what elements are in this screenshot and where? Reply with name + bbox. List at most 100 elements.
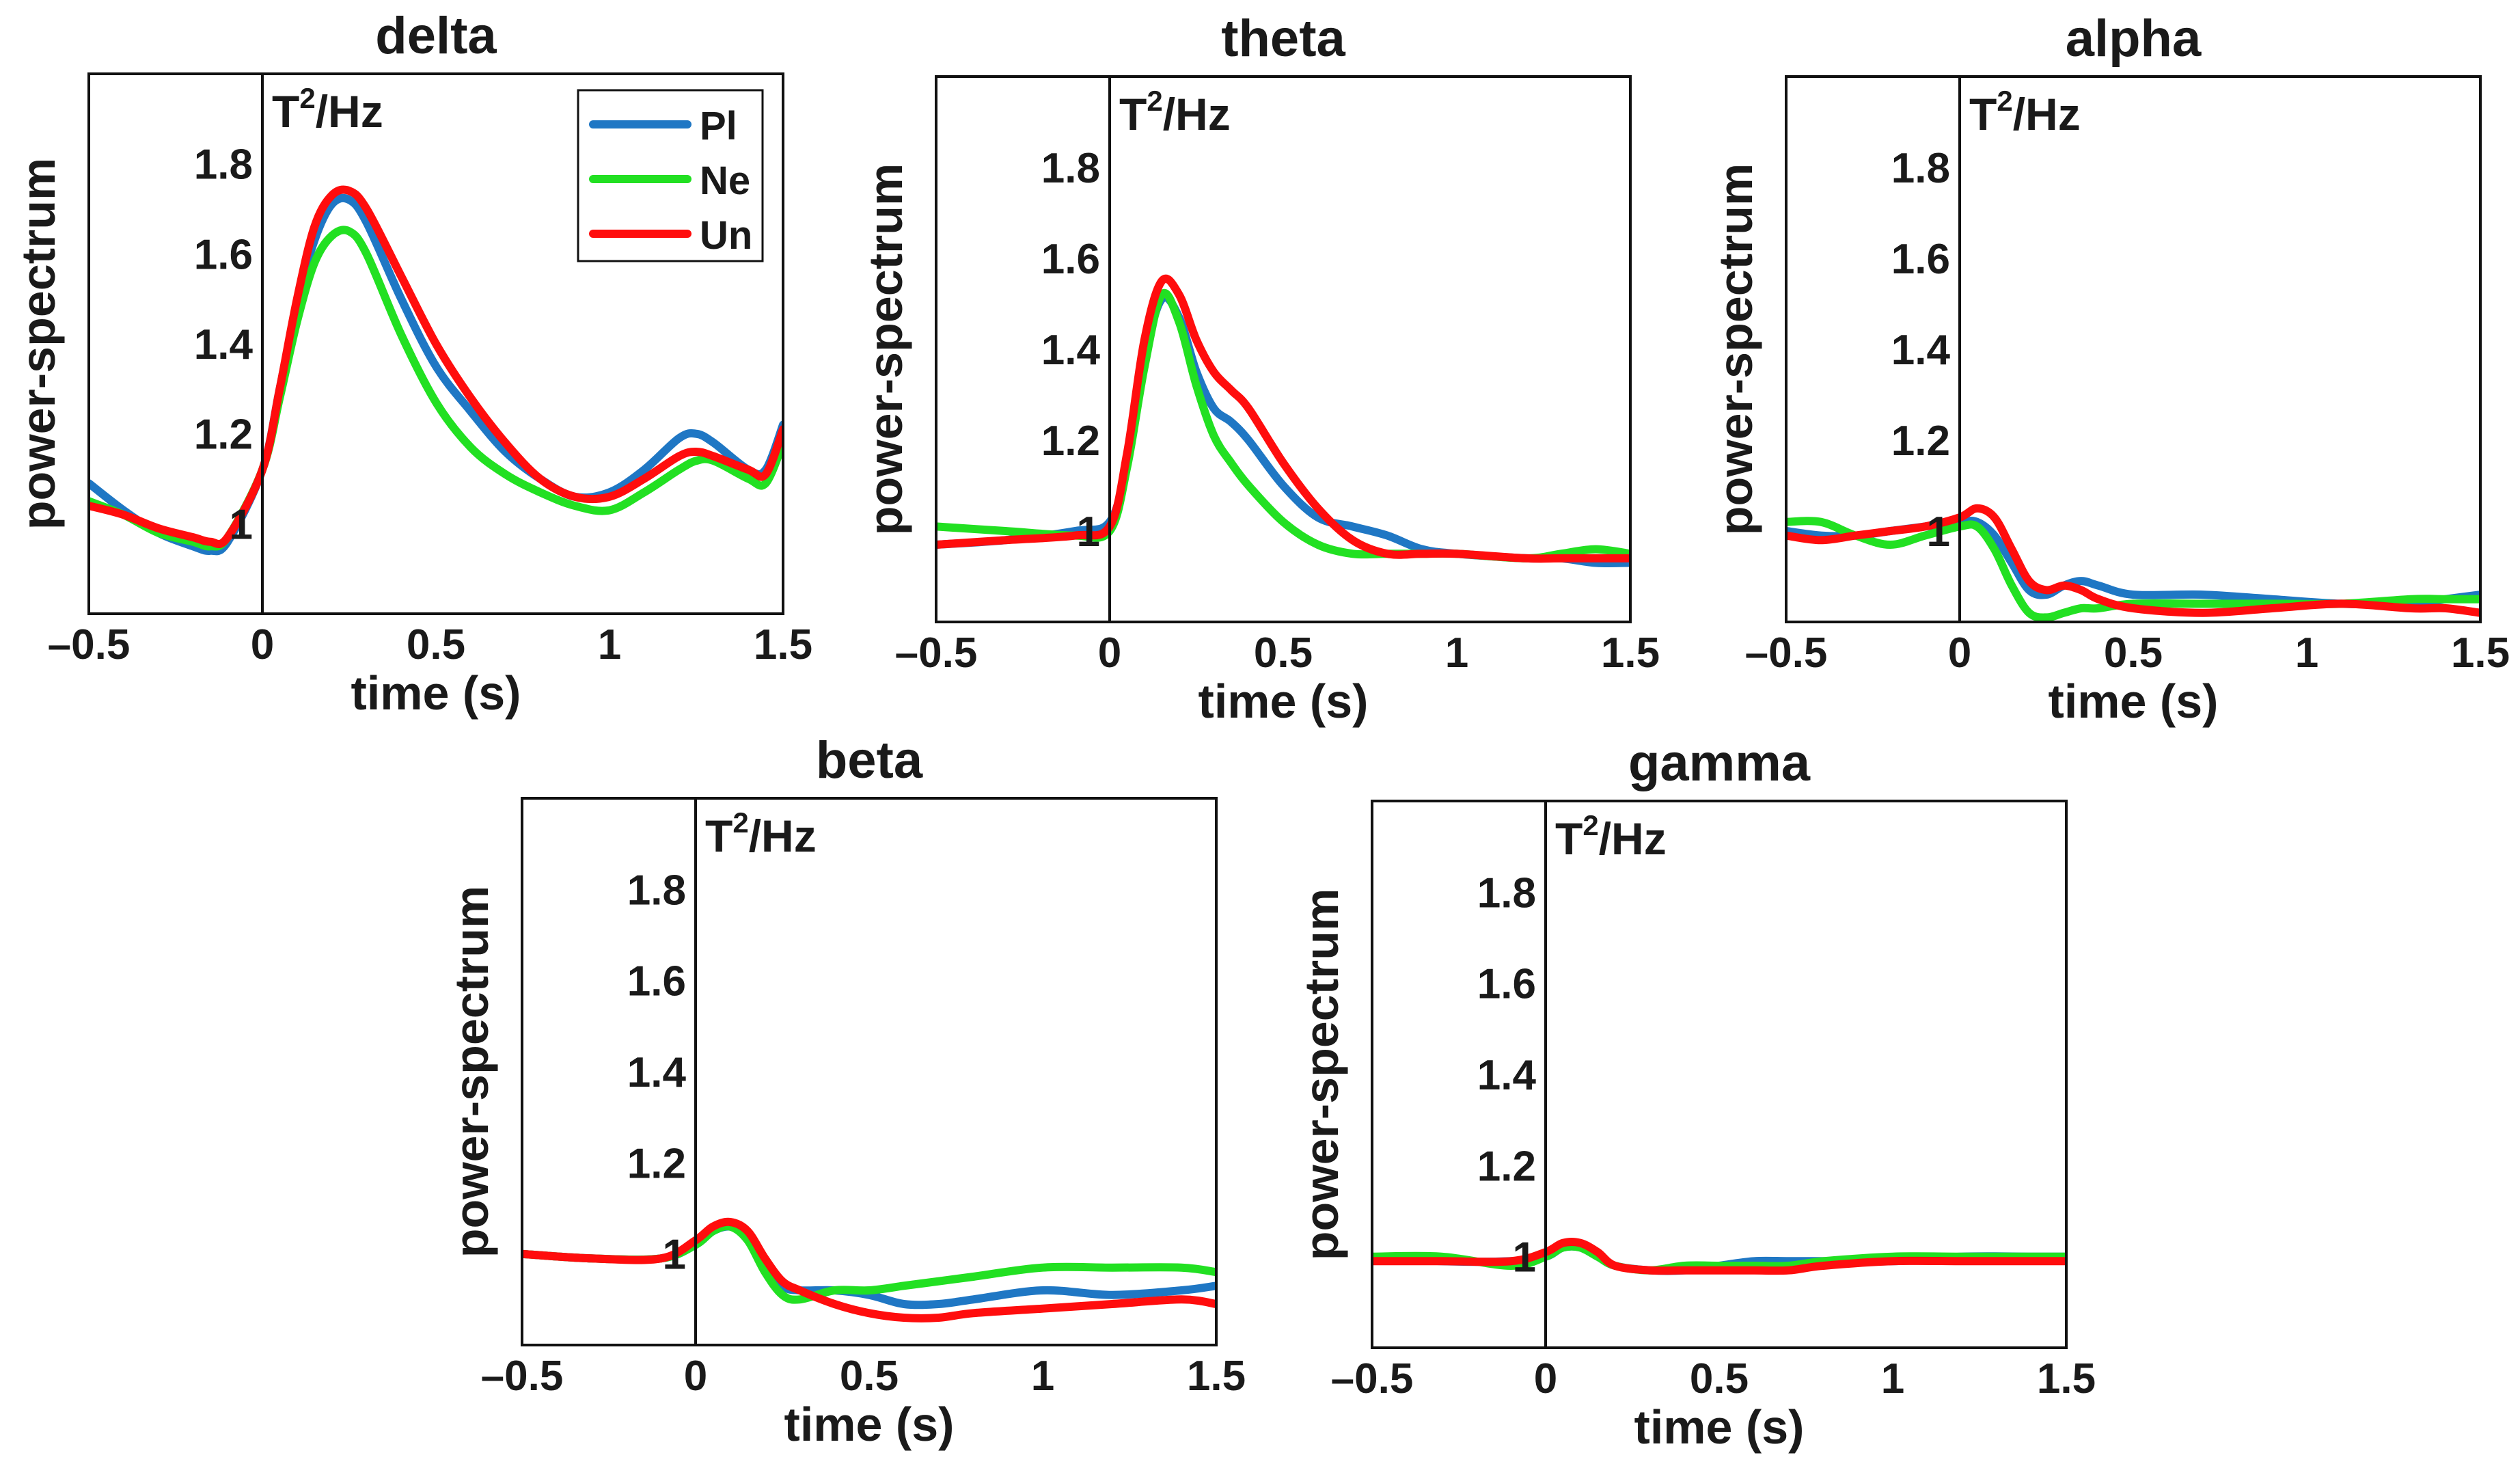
unit-base: T <box>1555 813 1583 864</box>
panel-title: beta <box>816 731 923 789</box>
y-tick-label: 1.4 <box>194 321 254 368</box>
y-axis-label: power-spectrum <box>445 886 498 1258</box>
y-axis-label: power-spectrum <box>1295 888 1348 1261</box>
x-tick-label: 0.5 <box>2104 629 2163 677</box>
plot-frame <box>1785 75 2482 623</box>
y-tick-label: 1.4 <box>627 1049 687 1096</box>
x-tick-label: 1.5 <box>1601 629 1660 677</box>
x-tick-label: 1 <box>598 621 621 668</box>
x-tick-label: –0.5 <box>895 629 978 677</box>
x-axis-label: time (s) <box>1634 1400 1805 1454</box>
series-line-Un <box>1786 504 2480 617</box>
x-tick-label: 0.5 <box>407 621 465 668</box>
series-line-Un <box>936 274 1630 563</box>
x-tick-label: –0.5 <box>1745 629 1828 677</box>
x-tick-label: 0 <box>1534 1355 1557 1402</box>
unit-sup: 2 <box>732 806 748 839</box>
y-tick-label: 1.2 <box>1477 1143 1536 1190</box>
legend: Pl Ne Un <box>577 89 764 262</box>
panel-theta: theta 1 1.2 1.4 1.6 1.8 –0.5 0 0.5 1 1.5 time (s) po… <box>859 10 1660 728</box>
unit-base: T <box>272 86 299 137</box>
unit-rest: /Hz <box>1163 89 1231 139</box>
unit-sup: 2 <box>1147 85 1162 117</box>
panel-title: alpha <box>2066 10 2202 68</box>
series-group <box>1372 1237 2066 1275</box>
y-tick-label: 1.6 <box>1477 961 1536 1008</box>
unit-sup: 2 <box>1583 809 1598 841</box>
series-line-Ne <box>89 226 783 551</box>
legend-label-Pl: Pl <box>700 104 737 148</box>
series-group <box>936 274 1630 568</box>
x-tick-label: 0 <box>1098 629 1121 677</box>
unit-base: T <box>705 811 732 861</box>
y-tick-label: 1 <box>1513 1234 1536 1281</box>
x-tick-label: 1.5 <box>1187 1353 1246 1400</box>
x-tick-label: 1 <box>1881 1355 1904 1402</box>
unit-rest: /Hz <box>316 86 383 137</box>
x-axis-label: time (s) <box>784 1398 955 1451</box>
series-line-Ne <box>936 288 1630 562</box>
y-axis-label: power-spectrum <box>1709 163 1762 536</box>
unit-sup: 2 <box>299 82 315 114</box>
y-tick-label: 1.2 <box>194 411 253 459</box>
series-group <box>89 185 783 556</box>
y-tick-label: 1.6 <box>194 231 253 278</box>
unit-label: T2/Hz <box>1969 85 2081 139</box>
unit-rest: /Hz <box>749 811 817 861</box>
y-tick-label: 1.2 <box>1891 418 1950 465</box>
x-tick-label: 1 <box>2295 629 2318 677</box>
series-group <box>1786 504 2480 622</box>
x-tick-label: 0 <box>1948 629 1971 677</box>
y-tick-label: 1 <box>230 501 253 548</box>
panel-alpha: alpha 1 1.2 1.4 1.6 1.8 –0.5 0 0.5 1 1.5 time (s) po… <box>1709 10 2510 728</box>
y-tick-label: 1.4 <box>1477 1052 1537 1099</box>
x-tick-label: 0 <box>684 1353 707 1400</box>
x-tick-label: 1 <box>1031 1353 1054 1400</box>
y-tick-label: 1.8 <box>627 867 686 914</box>
x-tick-label: 0.5 <box>840 1353 899 1400</box>
y-axis-label: power-spectrum <box>12 158 65 530</box>
y-tick-label: 1.2 <box>627 1140 686 1187</box>
unit-label: T2/Hz <box>705 806 817 861</box>
unit-label: T2/Hz <box>1119 85 1231 139</box>
plot-frame <box>935 75 1632 623</box>
panel-beta: beta 1 1.2 1.4 1.6 1.8 –0.5 0 0.5 1 1.5 time (s) pow… <box>445 731 1246 1451</box>
panel-title: theta <box>1221 10 1345 68</box>
x-tick-label: 0 <box>251 621 274 668</box>
panel-title: gamma <box>1628 734 1811 792</box>
unit-base: T <box>1969 89 1997 139</box>
x-axis-label: time (s) <box>2049 675 2219 728</box>
y-tick-label: 1.6 <box>1891 236 1950 283</box>
series-line-Un <box>522 1217 1216 1322</box>
x-tick-label: 1.5 <box>2037 1355 2096 1402</box>
x-tick-label: –0.5 <box>481 1353 564 1400</box>
x-tick-label: 0.5 <box>1254 629 1313 677</box>
x-axis-label: time (s) <box>1199 675 1369 728</box>
plot-frame <box>87 72 784 615</box>
x-tick-label: –0.5 <box>48 621 131 668</box>
y-tick-label: 1.4 <box>1041 327 1101 374</box>
series-group <box>522 1217 1216 1322</box>
unit-rest: /Hz <box>1599 813 1667 864</box>
y-tick-label: 1 <box>663 1232 686 1279</box>
panel-delta: delta 1 1.2 1.4 1.6 1.8 –0.5 0 0.5 1 1.5 time (s) po… <box>12 7 812 720</box>
y-tick-label: 1.8 <box>194 141 253 189</box>
plot-frame <box>1371 800 2068 1349</box>
series-line-Un <box>1372 1237 2066 1275</box>
y-tick-label: 1 <box>1077 508 1100 556</box>
unit-label: T2/Hz <box>272 82 383 137</box>
legend-label-Un: Un <box>700 213 752 258</box>
x-tick-label: 1.5 <box>2451 629 2510 677</box>
y-tick-label: 1.6 <box>627 958 686 1005</box>
legend-label-Ne: Ne <box>700 159 750 203</box>
x-tick-label: –0.5 <box>1331 1355 1414 1402</box>
y-tick-label: 1.8 <box>1477 869 1536 917</box>
y-tick-label: 1.6 <box>1041 236 1100 283</box>
x-tick-label: 1 <box>1445 629 1468 677</box>
panel-gamma: gamma 1 1.2 1.4 1.6 1.8 –0.5 0 0.5 1 1.5 time (s) po… <box>1295 734 2096 1454</box>
y-axis-label: power-spectrum <box>859 163 912 536</box>
series-line-Un <box>89 185 783 548</box>
y-tick-label: 1.8 <box>1041 145 1100 192</box>
panel-title: delta <box>375 7 497 65</box>
